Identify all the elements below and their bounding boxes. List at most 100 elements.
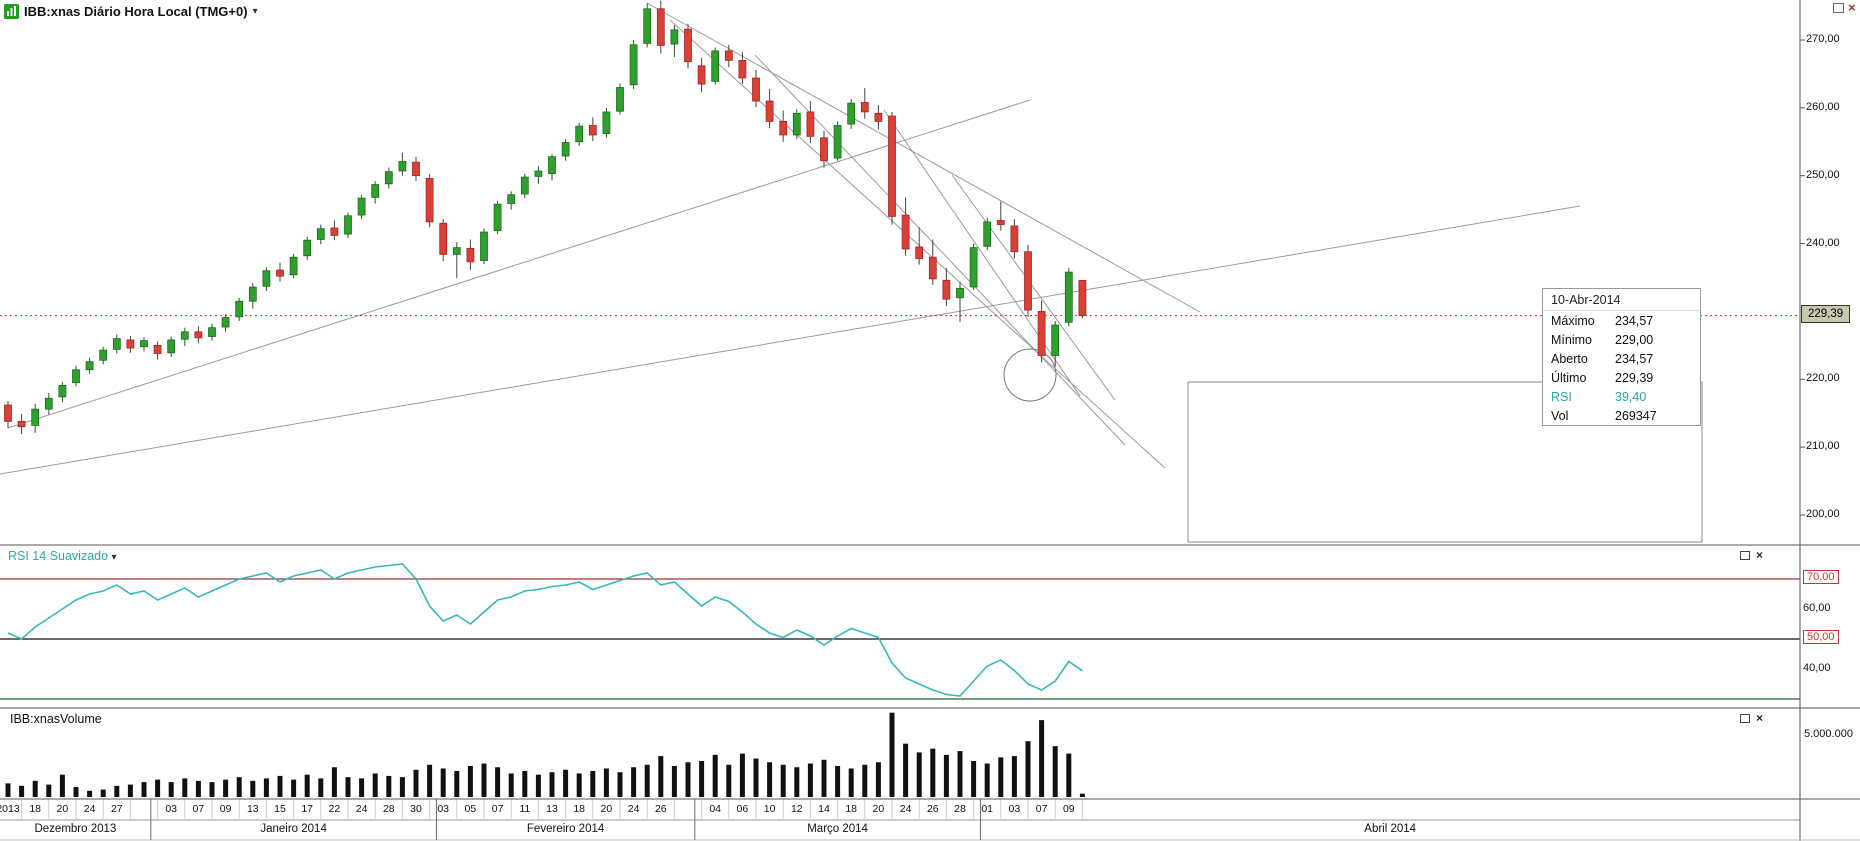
volume-bar	[454, 770, 460, 797]
tooltip-rows: Máximo 234,57 Mínimo 229,00 Aberto 234,57 Últi…	[1543, 311, 1700, 425]
candle-body	[371, 184, 380, 198]
volume-bar	[318, 778, 324, 797]
candle-body	[561, 142, 570, 157]
candle-body	[942, 279, 951, 300]
instrument-header[interactable]: IBB:xnas Diário Hora Local (TMG+0) ▾	[4, 4, 258, 19]
candle-body	[969, 247, 978, 288]
volume-restore-icon[interactable]	[1740, 713, 1750, 723]
month-label: Dezembro 2013	[34, 823, 117, 835]
date-tick-label: 09	[1062, 803, 1075, 815]
rsi-close-icon[interactable]: ×	[1756, 548, 1764, 562]
volume-bar	[699, 761, 705, 797]
candle-body	[874, 112, 883, 122]
date-tick-label: 07	[1035, 803, 1048, 815]
rsi-panel-title[interactable]: RSI 14 Suavizado ▾	[8, 549, 117, 563]
date-tick-label: 03	[165, 803, 178, 815]
candle-body	[928, 256, 937, 280]
volume-bar	[155, 779, 161, 797]
date-tick-label: 12	[790, 803, 803, 815]
volume-bar	[508, 773, 514, 797]
volume-panel-title[interactable]: IBB:xnasVolume	[10, 712, 102, 726]
candle-body	[1024, 251, 1032, 311]
candle-body	[235, 300, 244, 318]
candle-body	[711, 50, 720, 82]
candle-body	[194, 331, 203, 339]
tooltip-row-label: Vol	[1551, 408, 1569, 423]
date-tick-label: 26	[654, 803, 667, 815]
candle-body	[357, 197, 366, 216]
volume-bar	[386, 775, 392, 797]
candle-body	[4, 404, 12, 422]
date-tick-label: 24	[899, 803, 912, 815]
trendline	[7, 99, 1031, 429]
volume-bar	[46, 784, 52, 797]
volume-close-icon[interactable]: ×	[1756, 711, 1764, 725]
volume-bar	[345, 777, 351, 797]
volume-bar	[848, 768, 854, 797]
circle-annotation[interactable]	[1003, 348, 1057, 402]
month-label: Março 2014	[807, 823, 868, 835]
date-tick-label: 18	[573, 803, 586, 815]
price-axis-label: 260,00	[1806, 100, 1840, 113]
volume-bar	[590, 770, 596, 797]
volume-bar	[127, 784, 133, 797]
candle-body	[847, 102, 856, 125]
candle-body	[425, 178, 434, 223]
rsi-chevron-down-icon[interactable]: ▾	[111, 552, 117, 563]
volume-bar	[100, 789, 106, 797]
chevron-down-icon[interactable]: ▾	[252, 6, 258, 17]
volume-bar	[236, 777, 242, 797]
candle-body	[289, 256, 298, 276]
volume-bar	[617, 772, 623, 797]
volume-bar	[481, 763, 487, 797]
volume-bar	[862, 764, 868, 797]
rsi-axis-label: 70,00	[1803, 570, 1839, 584]
candle-body	[738, 59, 747, 79]
rsi-restore-icon[interactable]	[1740, 550, 1750, 560]
date-tick-label: 07	[192, 803, 205, 815]
tooltip-row: Mínimo 229,00	[1543, 330, 1700, 349]
candle-body	[384, 171, 393, 185]
candle-body	[548, 156, 556, 175]
tooltip-date: 10-Abr-2014	[1543, 289, 1700, 311]
window-controls: ×	[1833, 0, 1856, 15]
candle-body	[765, 100, 774, 122]
candle-body	[588, 125, 597, 136]
rect-annotation[interactable]	[1187, 381, 1703, 543]
candle-body	[153, 344, 162, 354]
tooltip-row: Vol 269347	[1543, 406, 1700, 425]
price-axis-label: 200,00	[1806, 508, 1840, 520]
volume-panel-controls: ×	[1740, 711, 1764, 725]
candle-body	[31, 408, 40, 426]
month-label: Abril 2014	[1364, 823, 1417, 835]
rsi-line	[7, 563, 1083, 697]
volume-bar	[440, 768, 446, 797]
volume-bar	[998, 757, 1004, 797]
candle-body	[656, 8, 665, 46]
candle-body	[983, 221, 992, 247]
volume-bar	[263, 778, 269, 797]
candle-body	[330, 227, 339, 236]
tooltip-row-value: 229,00	[1615, 332, 1654, 347]
price-axis-label: 220,00	[1806, 372, 1840, 385]
chart-icon	[4, 4, 19, 19]
restore-icon[interactable]	[1833, 3, 1844, 13]
volume-bar	[726, 764, 732, 797]
volume-bar	[331, 767, 337, 797]
volume-bar	[73, 787, 79, 797]
candle-body	[520, 176, 529, 195]
candle-body	[643, 8, 652, 44]
candle-body	[1010, 225, 1019, 253]
last-price-tag: 229,39	[1801, 305, 1851, 323]
volume-bar	[291, 779, 297, 797]
volume-bar	[195, 780, 201, 797]
volume-bar	[780, 764, 786, 797]
candle-body	[112, 338, 121, 350]
volume-bar	[712, 754, 718, 797]
volume-bar	[1079, 793, 1085, 797]
volume-bar	[277, 775, 283, 797]
volume-bar	[182, 778, 188, 797]
close-icon[interactable]: ×	[1848, 0, 1856, 15]
